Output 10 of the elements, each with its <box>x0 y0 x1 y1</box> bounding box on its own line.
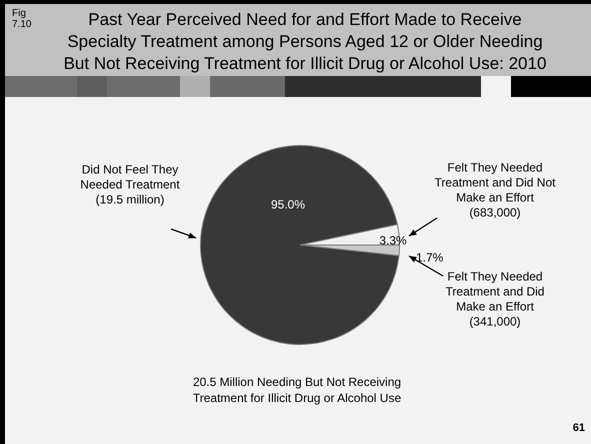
chart-title: Past Year Perceived Need for and Effort Made to Receive Specialty Treatment among Persons Aged 12 or Older Needing But Not Receiving Treatment for Illicit Drug or Alcohol Use: 2010 <box>62 9 548 75</box>
text: 61 <box>572 422 585 434</box>
data-label: 3.3% <box>379 233 407 248</box>
caption: Fig 7.10 <box>12 8 32 30</box>
slice-label: Felt They Needed Treatment and Did Not Make an Effort (683,000) <box>434 160 556 220</box>
text: 20.5 Million Needing But Not Receiving Treatment for Illicit Drug or Alcohol Use <box>192 374 402 406</box>
slice-label: Felt They Needed Treatment and Did Make an Effort (341,000) <box>446 269 544 328</box>
data-label: 95.0% <box>270 197 306 212</box>
slice-label: Did Not Feel They Needed Treatment (19.5 million) <box>80 162 180 206</box>
data-label: 1.7% <box>416 250 444 264</box>
